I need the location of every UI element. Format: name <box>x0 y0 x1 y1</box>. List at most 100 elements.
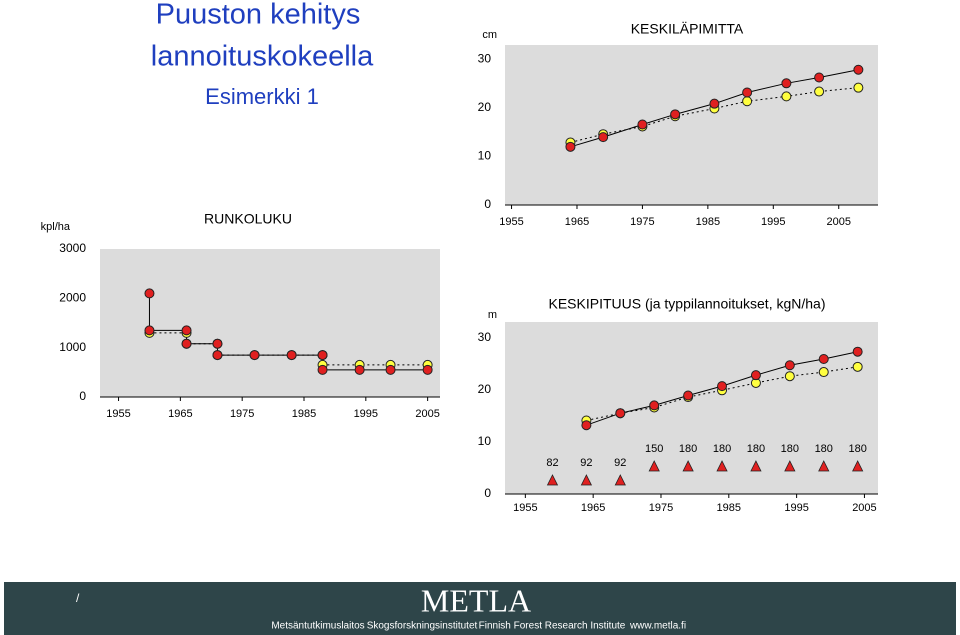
data-point <box>181 338 192 349</box>
chart-title: KESKIPITUUS (ja typpilannoitukset, kgN/h… <box>548 296 825 312</box>
y-tick-label: 1000 <box>59 340 86 354</box>
x-tick-label: 1975 <box>630 216 654 228</box>
x-tick-label: 1965 <box>168 408 192 420</box>
data-point <box>286 350 297 361</box>
data-point <box>670 109 681 120</box>
data-point <box>742 87 753 98</box>
data-point <box>354 364 365 375</box>
data-point <box>784 371 795 382</box>
data-point <box>637 119 648 130</box>
data-point <box>781 78 792 89</box>
chart-title: RUNKOLUKU <box>204 211 292 227</box>
fertilization-label: 180 <box>781 443 799 455</box>
fertilization-label: 92 <box>580 457 592 469</box>
y-tick-label: 30 <box>478 330 492 344</box>
fertilization-label: 180 <box>815 443 833 455</box>
data-point <box>385 364 396 375</box>
fertilization-marker <box>852 460 864 472</box>
footer-item: Metsäntutkimuslaitos <box>271 621 364 632</box>
data-point <box>581 420 592 431</box>
x-tick-label: 1985 <box>696 216 720 228</box>
fertilization-marker <box>614 474 626 486</box>
y-axis-label: kpl/ha <box>41 221 71 233</box>
y-tick-label: 2000 <box>59 291 86 305</box>
y-tick-label: 10 <box>478 149 492 163</box>
data-point <box>818 367 829 378</box>
fertilization-marker <box>682 460 694 472</box>
data-point <box>853 64 864 75</box>
data-point <box>144 288 155 299</box>
data-point <box>781 91 792 102</box>
x-tick-label: 1995 <box>784 502 808 514</box>
y-tick-label: 30 <box>478 52 492 66</box>
slide-title: lannoituskokeella <box>151 41 374 73</box>
data-point <box>683 390 694 401</box>
data-point <box>818 354 829 365</box>
x-tick-label: 2005 <box>415 408 439 420</box>
data-point <box>615 408 626 419</box>
data-point <box>212 350 223 361</box>
data-point <box>717 381 728 392</box>
y-tick-label: 20 <box>478 100 492 114</box>
data-point <box>784 360 795 371</box>
x-tick-label: 1955 <box>106 408 130 420</box>
footer-bar <box>4 582 956 635</box>
fertilization-marker <box>580 474 593 486</box>
data-point <box>853 82 864 93</box>
x-tick-label: 1955 <box>499 216 523 228</box>
fertilization-label: 150 <box>645 443 663 455</box>
data-point <box>742 96 753 107</box>
x-tick-label: 1995 <box>761 216 785 228</box>
data-point <box>317 364 328 375</box>
data-point <box>181 325 192 336</box>
x-tick-label: 2005 <box>852 502 876 514</box>
x-tick-label: 1955 <box>513 502 537 514</box>
slide-subtitle: Esimerkki 1 <box>205 84 319 109</box>
x-tick-label: 1975 <box>230 408 254 420</box>
plot-area <box>505 45 878 205</box>
fertilization-marker <box>546 474 559 486</box>
plot-area <box>505 322 878 494</box>
y-tick-label: 10 <box>478 434 492 448</box>
data-point <box>709 98 720 109</box>
fertilization-label: 180 <box>679 443 697 455</box>
footer-item: Skogsforskningsinstitutet <box>367 621 478 632</box>
y-axis-label: m <box>488 309 497 321</box>
footer-logo: METLA <box>421 582 531 618</box>
fertilization-label: 82 <box>546 457 558 469</box>
data-point <box>565 141 576 152</box>
fertilization-marker <box>750 460 762 472</box>
fertilization-label: 180 <box>848 443 866 455</box>
fertilization-label: 180 <box>713 443 731 455</box>
x-tick-label: 1995 <box>354 408 378 420</box>
data-point <box>814 86 825 97</box>
data-point <box>814 72 825 83</box>
footer-mark: / <box>76 591 80 605</box>
data-point <box>249 350 260 361</box>
y-tick-label: 3000 <box>59 241 86 255</box>
series-line <box>586 366 858 421</box>
y-tick-label: 0 <box>484 197 491 211</box>
x-tick-label: 1975 <box>649 502 673 514</box>
x-tick-label: 1985 <box>292 408 316 420</box>
footer-item: www.metla.fi <box>629 621 686 632</box>
fertilization-label: 92 <box>614 457 626 469</box>
y-axis-label: cm <box>482 29 497 41</box>
x-tick-label: 1965 <box>565 216 589 228</box>
data-point <box>422 364 433 375</box>
data-point <box>649 400 660 411</box>
x-tick-label: 1965 <box>581 502 605 514</box>
data-point <box>598 132 609 143</box>
y-tick-label: 20 <box>478 382 492 396</box>
data-point <box>144 325 155 336</box>
y-tick-label: 0 <box>79 389 86 403</box>
fertilization-marker <box>784 460 796 472</box>
data-point <box>212 338 223 349</box>
data-point <box>750 370 761 381</box>
x-tick-label: 1985 <box>717 502 741 514</box>
plot-area <box>100 249 440 397</box>
fertilization-marker <box>648 460 660 472</box>
fertilization-label: 180 <box>747 443 765 455</box>
y-tick-label: 0 <box>484 486 491 500</box>
